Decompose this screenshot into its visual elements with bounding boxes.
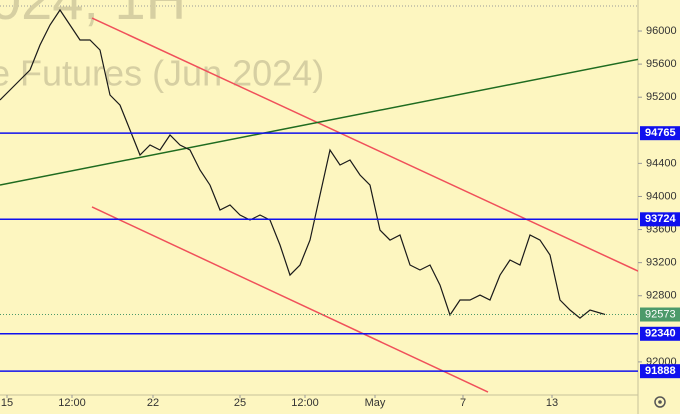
level-label: 92340 [645,328,676,340]
y-tick-label: 94400 [646,157,677,169]
level-label: 93724 [645,213,676,225]
trend-line [91,206,489,393]
current-price-label: 92573 [645,308,676,320]
x-tick-label: 25 [234,397,246,409]
y-tick-label: 93200 [646,257,677,269]
level-label: 91888 [645,365,676,377]
x-tick-label: 15 [1,397,13,409]
level-label-box [640,326,680,341]
y-tick-label: 93600 [646,223,677,235]
watermark: e Futures (Jun 2024) [0,53,324,94]
settings-icon[interactable] [654,396,666,408]
y-tick-label: 95200 [646,91,677,103]
x-tick-label: 7 [460,397,466,409]
x-tick-label: 12:00 [58,397,86,409]
y-tick-label: 94000 [646,190,677,202]
y-tick-label: 92800 [646,290,677,302]
price-line [0,8,606,319]
current-price-box [640,307,680,322]
level-label-box [640,364,680,379]
plot [0,8,638,393]
trend-line [0,58,638,186]
y-tick-label: 95600 [646,58,677,70]
x-tick-label: May [365,397,386,409]
x-tick-label: 22 [147,397,159,409]
x-tick-label: 12:00 [291,397,319,409]
watermark: 024, 1H [0,0,186,31]
settings-gear[interactable] [654,396,666,408]
trend-line [91,17,638,272]
settings-gear-center[interactable] [658,400,662,404]
level-label-box [640,126,680,141]
y-tick-label: 96000 [646,25,677,37]
level-label-box [640,212,680,227]
level-label: 94765 [645,127,676,139]
x-tick-label: 13 [546,397,558,409]
